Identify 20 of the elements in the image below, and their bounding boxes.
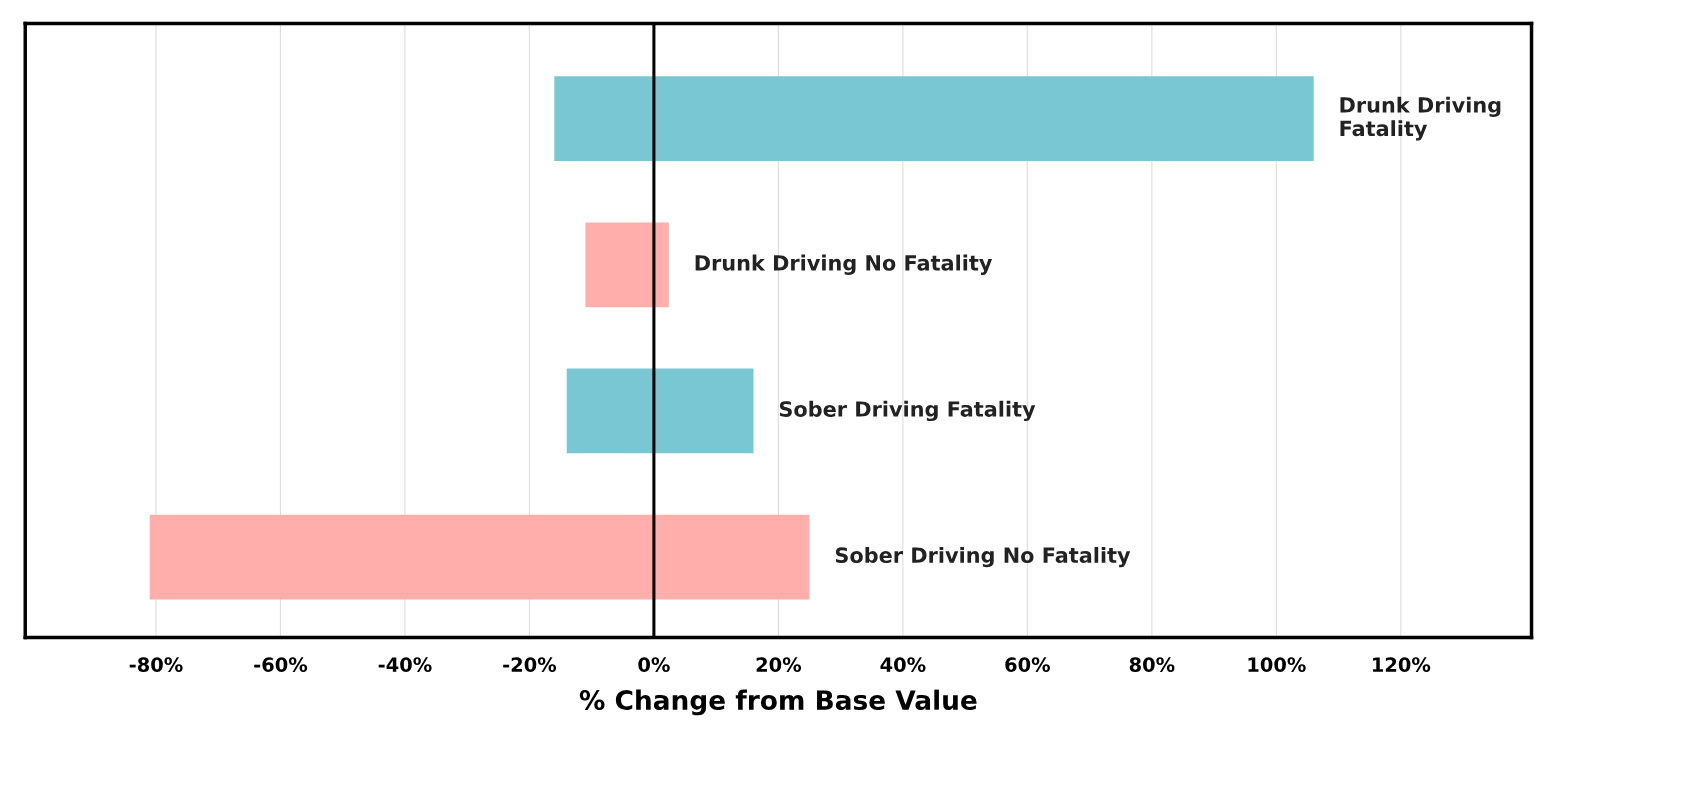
bar (585, 222, 669, 308)
bar (554, 76, 1314, 161)
bar (149, 514, 810, 600)
y-tick-label: Sober Driving Fatality (779, 400, 1036, 422)
x-tick-label: -80% (129, 657, 183, 672)
x-tick-label: 80% (1129, 657, 1175, 672)
x-tick-label: -60% (254, 657, 308, 672)
bar (566, 368, 754, 454)
x-tick-label: 120% (1372, 657, 1431, 672)
x-tick-label: 0% (638, 657, 670, 672)
x-tick-label: 40% (880, 657, 926, 672)
x-tick-label: 60% (1005, 657, 1051, 672)
x-axis-title: % Change from Base Value (579, 689, 977, 716)
x-tick-label: 20% (756, 657, 802, 672)
y-tick-label: Drunk Driving No Fatality (695, 254, 993, 275)
x-tick-label: -40% (378, 657, 432, 672)
y-tick-label: Sober Driving No Fatality (835, 546, 1131, 568)
x-tick-label: 100% (1248, 657, 1306, 672)
x-tick-label: -20% (503, 657, 557, 672)
y-tick-label: Drunk Driving Fatality (1340, 96, 1501, 141)
